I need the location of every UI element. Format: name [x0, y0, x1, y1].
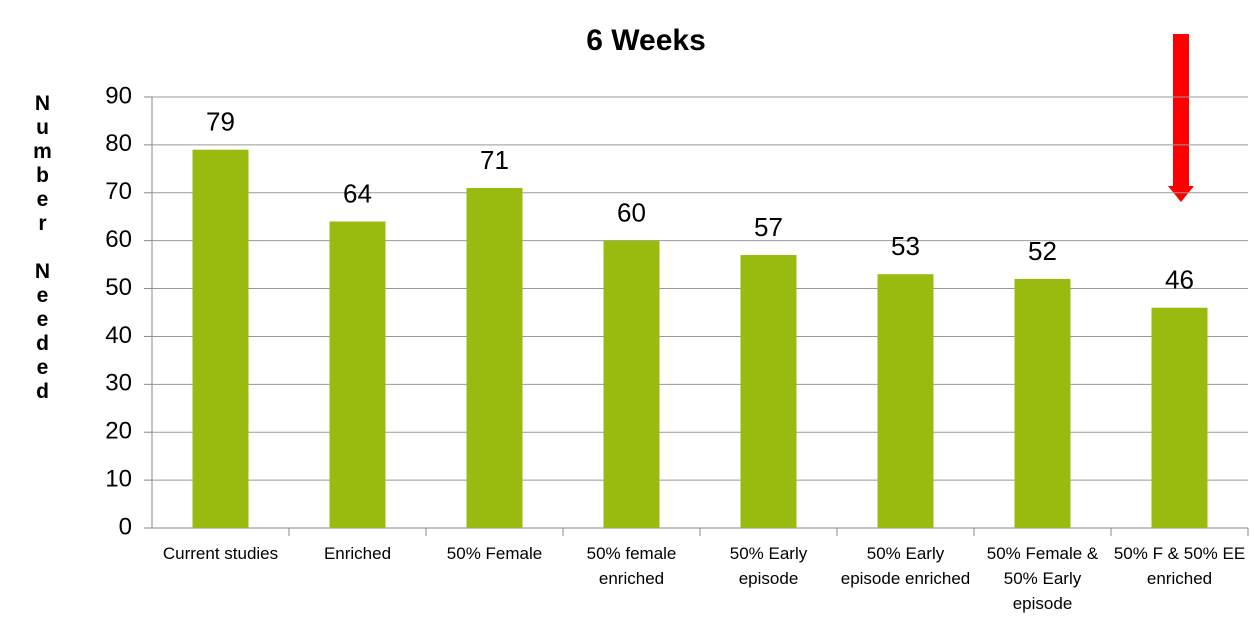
data-label: 79: [206, 107, 235, 137]
bar: [1151, 307, 1208, 528]
data-label: 53: [891, 231, 920, 261]
y-tick-label: 30: [105, 370, 132, 397]
bar: [329, 221, 386, 528]
data-label: 57: [754, 212, 783, 242]
bar: [603, 240, 660, 528]
y-tick-label: 0: [119, 513, 132, 540]
x-tick-label: 50% Early episode: [729, 544, 808, 588]
y-tick-label: 80: [105, 130, 132, 157]
data-label: 60: [617, 198, 646, 228]
y-axis-label: Number Needed: [31, 92, 54, 404]
x-tick-label: 50% F & 50% EE enriched: [1113, 544, 1246, 588]
x-tick-label: 50% female enriched: [586, 544, 677, 588]
y-tick-label: 40: [105, 322, 132, 349]
data-label: 64: [343, 178, 372, 208]
data-label: 46: [1165, 265, 1194, 295]
bar: [466, 187, 523, 528]
y-tick-label: 60: [105, 226, 132, 253]
x-tick-label: Current studies: [162, 544, 279, 563]
y-tick-label: 20: [105, 418, 132, 445]
bar: [192, 149, 249, 528]
y-tick-label: 90: [105, 82, 132, 109]
x-tick-label: 50% Female: [446, 544, 543, 563]
data-label: 71: [480, 145, 509, 175]
chart-title: 6 Weeks: [586, 24, 706, 57]
x-tick-label: 50% Female & 50% Early episode: [986, 544, 1099, 613]
arrow: [1168, 34, 1194, 202]
x-tick-label: 50% Early episode enriched: [840, 544, 971, 588]
bar: [1014, 278, 1071, 528]
bar: [877, 274, 934, 528]
data-label: 52: [1028, 236, 1057, 266]
y-tick-label: 70: [105, 178, 132, 205]
x-tick-label: Enriched: [323, 544, 392, 563]
y-tick-label: 10: [105, 465, 132, 492]
bar: [740, 255, 797, 529]
y-tick-label: 50: [105, 274, 132, 301]
